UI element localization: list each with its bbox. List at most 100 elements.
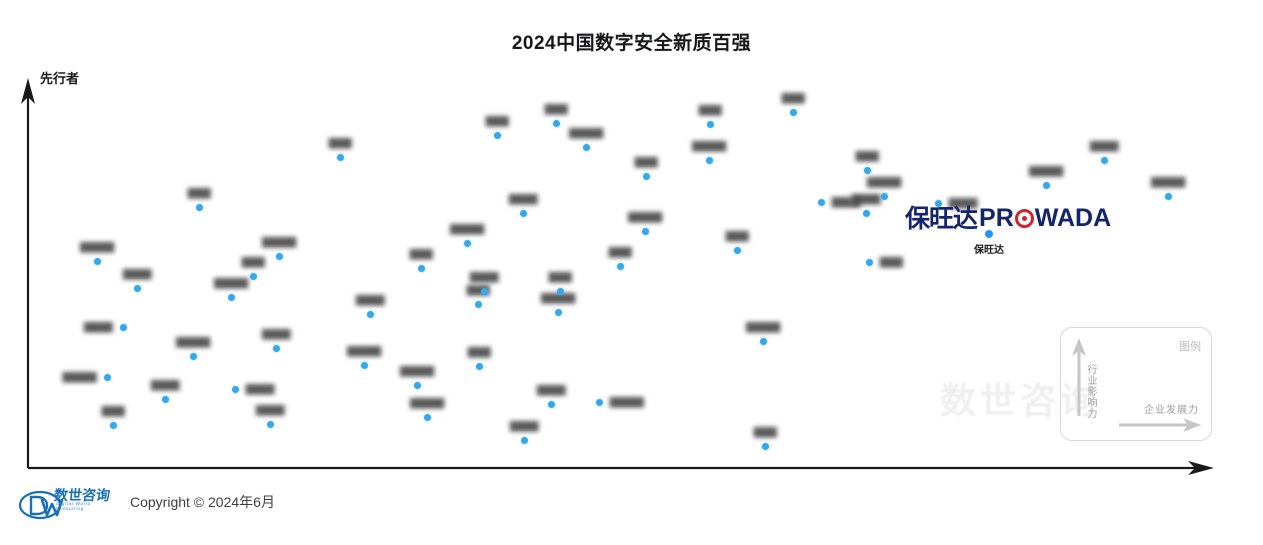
data-point-dot-icon xyxy=(519,209,527,217)
data-point-label: ██████ xyxy=(260,236,298,248)
data-point-dot-icon xyxy=(706,120,714,128)
data-point-dot-icon xyxy=(556,287,564,295)
data-point-label: ██████ xyxy=(608,396,646,408)
data-point-label: ██████ xyxy=(744,321,782,333)
data-point-dot-icon xyxy=(227,293,235,301)
data-point-dot-icon xyxy=(817,198,825,206)
data-point-dot-icon xyxy=(231,385,239,393)
data-point-dot-icon xyxy=(880,192,888,200)
data-point-label: ████ xyxy=(185,187,213,199)
data-point-label: ████ xyxy=(606,246,634,258)
prowada-logo-en: PR WADA xyxy=(979,206,1111,231)
data-point-label: ██████ xyxy=(398,365,436,377)
highlighted-dot-icon xyxy=(985,230,993,238)
data-point-dot-icon xyxy=(360,361,368,369)
prowada-logo-en-left: PR xyxy=(979,204,1014,232)
data-point-label: ██████ xyxy=(448,223,486,235)
data-point-label: █████ xyxy=(830,196,862,208)
data-point-label: ████ xyxy=(326,137,354,149)
data-point-label: ██████ xyxy=(60,371,98,383)
data-point-dot-icon xyxy=(761,442,769,450)
data-point-label: ████ xyxy=(751,426,779,438)
data-point-dot-icon xyxy=(595,398,603,406)
data-point-label: ██████ xyxy=(1149,176,1187,188)
target-ring-icon xyxy=(1014,209,1034,228)
data-point-label: ██████ xyxy=(345,345,383,357)
data-point-label: ████ xyxy=(853,150,881,162)
prowada-logo-cn: 保旺达 xyxy=(905,204,978,233)
data-point-dot-icon xyxy=(554,308,562,316)
data-point-dot-icon xyxy=(582,143,590,151)
data-point-label: █████ xyxy=(507,193,539,205)
data-point-label: █████ xyxy=(149,379,181,391)
data-point-dot-icon xyxy=(417,264,425,272)
data-point-dot-icon xyxy=(862,209,870,217)
data-point-label: █████ xyxy=(947,197,979,209)
data-point-dot-icon xyxy=(552,119,560,127)
data-point-dot-icon xyxy=(336,153,344,161)
data-point-label: ████ xyxy=(542,103,570,115)
dw-logo-en: Digital World Consulting xyxy=(55,501,92,511)
data-point-dot-icon xyxy=(520,436,528,444)
data-point-dot-icon xyxy=(413,381,421,389)
data-point-dot-icon xyxy=(1100,156,1108,164)
data-point-label: ██████ xyxy=(212,277,250,289)
legend-x-axis-label: 企业发展力 xyxy=(1144,405,1199,416)
data-point-label: █████ xyxy=(260,328,292,340)
data-point-dot-icon xyxy=(863,166,871,174)
highlighted-point-label: 保旺达 xyxy=(974,245,1004,256)
dw-logo: 数世咨询 Digital World Consulting xyxy=(18,484,118,520)
copyright-text: Copyright © 2024年6月 xyxy=(130,494,275,510)
data-point-dot-icon xyxy=(93,257,101,265)
data-point-dot-icon xyxy=(1042,181,1050,189)
data-point-label: █████ xyxy=(82,321,114,333)
data-point-label: ██████ xyxy=(626,211,664,223)
data-point-label: ██████ xyxy=(78,241,116,253)
prowada-logo: 保旺达 PR WADA xyxy=(905,204,1111,233)
data-point-dot-icon xyxy=(934,199,942,207)
data-point-label: █████ xyxy=(468,271,500,283)
data-point-dot-icon xyxy=(641,227,649,235)
highlighted-data-point[interactable]: 保旺达 xyxy=(974,230,1004,256)
data-point-dot-icon xyxy=(475,362,483,370)
data-point-label: ██████ xyxy=(408,397,446,409)
data-point-dot-icon xyxy=(189,352,197,360)
data-point-dot-icon xyxy=(474,300,482,308)
data-point-label: ████ xyxy=(723,230,751,242)
y-axis-label: 先行者 xyxy=(40,71,80,86)
data-point-label: ████ xyxy=(465,346,493,358)
data-point-dot-icon xyxy=(642,172,650,180)
data-point-dot-icon xyxy=(119,323,127,331)
data-point-dot-icon xyxy=(1164,192,1172,200)
data-point-label: █████ xyxy=(244,383,276,395)
data-point-label: ██████ xyxy=(690,140,728,152)
data-point-dot-icon xyxy=(103,373,111,381)
data-point-label: █████ xyxy=(508,420,540,432)
page-title: 2024中国数字安全新质百强 xyxy=(511,33,752,54)
data-point-dot-icon xyxy=(109,421,117,429)
data-point-dot-icon xyxy=(275,252,283,260)
data-point-label: ██████ xyxy=(865,176,903,188)
legend-y-axis-label: 行业影响力 xyxy=(1085,364,1096,419)
data-point-label: ████ xyxy=(407,248,435,260)
data-point-label: █████ xyxy=(121,268,153,280)
legend-box: 图例 行业影响力 企业发展力 xyxy=(1060,327,1212,441)
data-point-dot-icon xyxy=(480,287,488,295)
data-point-dot-icon xyxy=(161,395,169,403)
data-point-label: ████ xyxy=(483,115,511,127)
data-point-label: ████ xyxy=(99,405,127,417)
data-point-label: ██████ xyxy=(567,127,605,139)
data-point-dot-icon xyxy=(705,156,713,164)
data-point-label: ██████ xyxy=(1027,165,1065,177)
data-point-label: ████ xyxy=(696,104,724,116)
data-point-dot-icon xyxy=(266,420,274,428)
legend-title: 图例 xyxy=(1179,340,1201,353)
data-point-label: █████ xyxy=(354,294,386,306)
data-point-dot-icon xyxy=(272,344,280,352)
data-point-label: ████ xyxy=(632,156,660,168)
data-point-dot-icon xyxy=(463,239,471,247)
data-point-label: █████ xyxy=(850,193,882,205)
data-point-label: ████ xyxy=(239,256,267,268)
